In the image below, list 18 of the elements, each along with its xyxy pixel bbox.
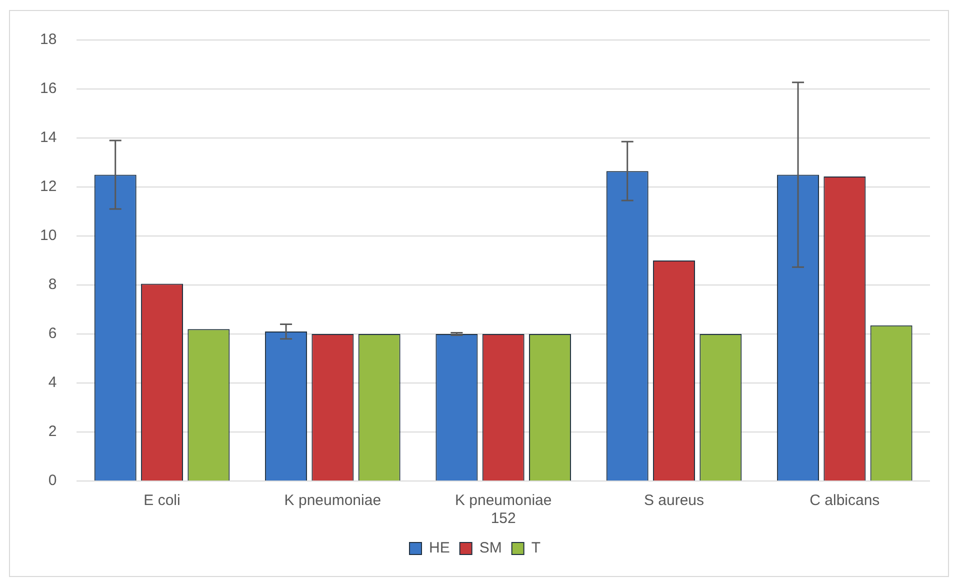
y-tick-label: 8 (48, 276, 57, 294)
y-tick-label: 0 (48, 472, 57, 490)
y-tick-label: 6 (48, 325, 57, 342)
x-tick-label: C albicans (810, 492, 880, 510)
y-tick-label: 10 (40, 227, 57, 244)
legend-label: T (531, 540, 541, 557)
x-tick-label: S aureus (644, 492, 704, 510)
y-tick-label: 4 (48, 374, 57, 392)
y-tick-label: 16 (40, 80, 57, 98)
x-tick-label: K pneumoniae 152 (454, 492, 552, 528)
x-tick-label: E coli (144, 492, 180, 510)
x-tick-label: K pneumoniae (284, 492, 382, 510)
y-tick-label: 2 (48, 423, 57, 440)
y-tick-label: 14 (40, 129, 57, 146)
legend-label: SM (479, 540, 502, 557)
y-tick-label: 12 (40, 178, 57, 196)
legend-label: HE (429, 540, 450, 557)
y-tick-label: 18 (40, 31, 57, 48)
